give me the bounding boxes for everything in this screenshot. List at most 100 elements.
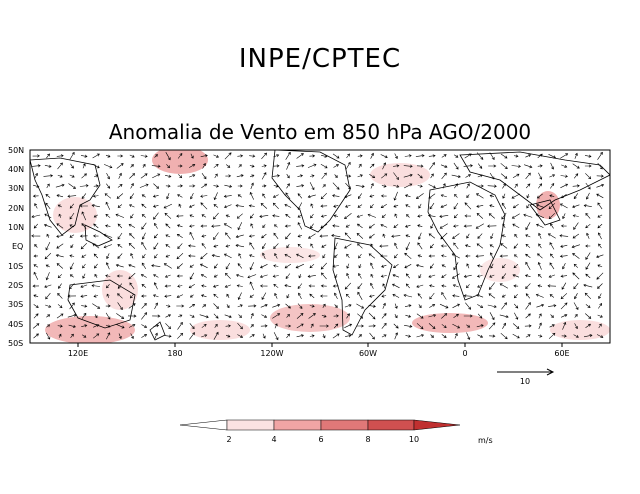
wind-vector (525, 154, 532, 158)
wind-vector (285, 192, 291, 200)
lat-label: 50S (8, 339, 23, 348)
wind-vector (404, 324, 413, 328)
wind-vector (598, 243, 602, 249)
wind-vector (415, 154, 425, 158)
wind-vector (225, 174, 232, 178)
wind-vector (370, 152, 374, 159)
wind-vector (93, 333, 100, 339)
wind-vector (249, 154, 256, 158)
wind-vector (369, 163, 375, 169)
wind-vector (285, 213, 291, 218)
wind-vector (596, 334, 604, 338)
wind-vector (501, 302, 507, 310)
wind-vector (92, 303, 101, 309)
wind-vector (502, 322, 506, 329)
wind-vector (250, 312, 254, 319)
wind-vector (44, 213, 52, 219)
wind-vector (511, 213, 520, 219)
wind-vector (344, 243, 352, 249)
wind-vector (572, 233, 580, 239)
wind-vector (44, 252, 52, 260)
wind-vector (141, 194, 146, 198)
wind-vector (525, 183, 531, 189)
lat-label: 50N (8, 146, 24, 155)
wind-vector (488, 293, 496, 299)
wind-vector (286, 161, 291, 170)
wind-vector (176, 234, 183, 238)
wind-vector (560, 293, 568, 300)
wind-vector (189, 214, 195, 218)
wind-vector (559, 234, 569, 238)
wind-vector (297, 174, 304, 178)
wind-vector (368, 223, 375, 229)
wind-vector (189, 224, 195, 228)
wind-vector (141, 294, 147, 298)
wind-vector (583, 283, 593, 288)
wind-vector (56, 223, 64, 229)
wind-vector (67, 313, 77, 318)
wind-vector (284, 284, 292, 288)
wind-vector (213, 303, 219, 309)
wind-vector (80, 284, 88, 288)
wind-vector (213, 331, 219, 340)
wind-vector (405, 204, 411, 208)
wind-vector (333, 204, 339, 208)
wind-vector (297, 234, 303, 238)
lat-label: 10N (8, 223, 24, 232)
wind-vector (105, 312, 111, 320)
wind-vector (404, 264, 412, 269)
wind-vector (82, 273, 86, 279)
wind-vector (152, 204, 159, 208)
wind-vector (56, 154, 64, 158)
wind-vector (165, 223, 171, 229)
wind-vector (105, 304, 111, 308)
wind-vector (320, 284, 327, 288)
wind-vector (463, 294, 472, 298)
wind-vector (332, 182, 340, 190)
wind-vector (165, 304, 171, 308)
wind-vector (538, 322, 542, 330)
wind-vector (513, 154, 519, 158)
wind-vector (453, 313, 459, 319)
wind-vector (34, 244, 38, 248)
wind-vector (525, 313, 531, 319)
wind-vector (45, 272, 50, 281)
wind-vector (548, 304, 557, 308)
wind-vector (130, 164, 134, 168)
wind-vector (440, 194, 447, 198)
wind-vector (33, 333, 39, 339)
wind-vector (249, 191, 254, 200)
wind-vector (202, 304, 207, 308)
wind-vector (513, 284, 519, 288)
wind-vector (490, 233, 494, 240)
wind-vector (429, 202, 435, 210)
wind-vector (213, 232, 219, 240)
wind-vector (55, 254, 64, 258)
wind-vector (334, 292, 338, 300)
wind-vector (597, 214, 603, 218)
wind-vector (368, 253, 376, 259)
wind-vector (489, 244, 495, 248)
wind-vector (176, 214, 184, 218)
wind-vector (118, 172, 122, 179)
wind-vector (117, 253, 123, 259)
wind-vector (141, 214, 146, 218)
wind-vector (369, 294, 375, 298)
wind-vector (103, 244, 113, 249)
wind-vector (261, 172, 267, 180)
wind-vector (164, 284, 171, 288)
wind-vector (477, 313, 483, 319)
wind-vector (489, 312, 495, 321)
wind-vector (572, 253, 580, 259)
wind-vector (368, 324, 376, 328)
wind-vector (189, 314, 195, 318)
wind-vector (574, 293, 578, 300)
asia-coast (30, 157, 101, 236)
wind-vector (597, 151, 603, 160)
wind-vector (165, 254, 171, 258)
wind-vector (32, 154, 40, 158)
wind-vector (142, 253, 146, 259)
wind-vector (33, 223, 39, 229)
wind-vector (321, 314, 327, 318)
wind-vector (178, 174, 183, 179)
